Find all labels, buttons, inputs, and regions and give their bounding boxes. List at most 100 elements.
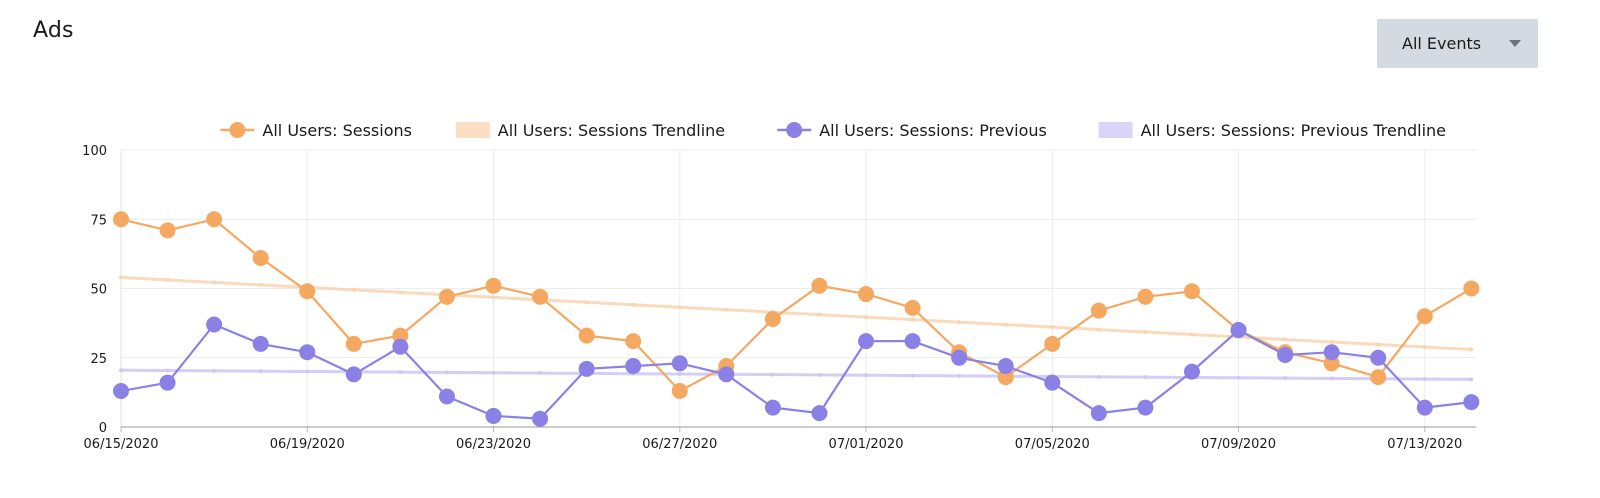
trendline-point <box>957 373 962 378</box>
sessions-point[interactable] <box>764 310 781 327</box>
sessions-point[interactable] <box>392 327 409 344</box>
trendline-point <box>258 282 263 287</box>
previous-sessions-point[interactable] <box>392 338 409 355</box>
trendline-point <box>1422 344 1427 349</box>
previous-sessions-point[interactable] <box>671 355 688 372</box>
sessions-point[interactable] <box>252 250 269 267</box>
previous-sessions-point[interactable] <box>1044 374 1061 391</box>
x-tick-label: 07/09/2020 <box>1201 437 1276 452</box>
sessions-point[interactable] <box>299 283 316 300</box>
previous-sessions-point[interactable] <box>206 316 223 333</box>
previous-sessions-point[interactable] <box>625 358 642 375</box>
sessions-point[interactable] <box>858 286 875 303</box>
trendline-point <box>910 317 915 322</box>
previous-sessions-point[interactable] <box>113 382 129 399</box>
trendline-point <box>165 277 170 282</box>
chevron-down-icon[interactable] <box>1509 40 1521 47</box>
legend-band-symbol <box>455 122 490 138</box>
trendline-point <box>817 372 822 377</box>
legend-marker <box>786 122 803 138</box>
event-filter-dropdown[interactable]: All Events <box>1377 19 1538 68</box>
previous-sessions-point[interactable] <box>532 410 549 427</box>
sessions-point[interactable] <box>345 335 362 352</box>
previous-sessions-point[interactable] <box>1323 344 1340 361</box>
sessions-point[interactable] <box>1137 288 1154 305</box>
y-tick-label: 75 <box>90 213 107 228</box>
legend-label[interactable]: All Users: Sessions <box>262 121 412 140</box>
previous-sessions-point[interactable] <box>951 349 968 366</box>
sessions-point[interactable] <box>625 333 642 350</box>
trendline-point <box>677 371 682 376</box>
x-tick-label: 06/19/2020 <box>270 437 345 452</box>
trendline-point <box>1469 377 1474 382</box>
previous-sessions-point[interactable] <box>1183 363 1200 380</box>
trendline-point <box>1376 342 1381 347</box>
legend-label[interactable]: All Users: Sessions: Previous <box>819 121 1047 140</box>
previous-sessions-point[interactable] <box>578 360 595 377</box>
previous-sessions-point[interactable] <box>997 358 1014 375</box>
previous-sessions-point[interactable] <box>345 366 362 383</box>
sessions-point[interactable] <box>997 369 1014 386</box>
sessions-point[interactable] <box>1090 302 1107 319</box>
event-filter-label: All Events <box>1402 34 1482 53</box>
previous-sessions-point[interactable] <box>485 407 502 424</box>
legend-label[interactable]: All Users: Sessions Trendline <box>498 121 725 140</box>
legend-label[interactable]: All Users: Sessions: Previous Trendline <box>1141 121 1446 140</box>
previous-sessions-point[interactable] <box>718 366 735 383</box>
trendline-point <box>677 305 682 310</box>
sessions-point[interactable] <box>1416 308 1433 325</box>
sessions-point[interactable] <box>811 277 828 294</box>
trendline-point <box>212 280 217 285</box>
trendline-point <box>119 368 123 373</box>
previous-sessions-point[interactable] <box>1416 399 1433 416</box>
trendline-point <box>1329 376 1334 381</box>
trendline-point <box>1143 330 1148 335</box>
previous-sessions-point[interactable] <box>1370 349 1387 366</box>
sessions-line <box>120 218 1472 393</box>
trendline <box>119 275 1473 351</box>
sessions-point[interactable] <box>1044 335 1061 352</box>
previous-sessions-point[interactable] <box>1137 399 1154 416</box>
previous-sessions-point[interactable] <box>1277 346 1294 363</box>
trendline-point <box>538 371 543 376</box>
previous-sessions-point[interactable] <box>904 333 921 350</box>
sessions-point[interactable] <box>904 299 921 316</box>
sessions-point[interactable] <box>578 327 595 344</box>
previous-sessions-point[interactable] <box>159 374 176 391</box>
x-tick-label: 07/13/2020 <box>1387 437 1462 452</box>
trendline-point <box>351 287 356 292</box>
trendline-point <box>1283 337 1288 342</box>
previous-sessions-point[interactable] <box>252 335 269 352</box>
trendline-point <box>212 368 217 373</box>
previous-sessions-point[interactable] <box>764 399 781 416</box>
previous-sessions-point[interactable] <box>1090 405 1107 422</box>
trendline-point <box>864 373 869 378</box>
page-title: Ads <box>33 18 74 43</box>
trendline-point <box>398 290 403 295</box>
previous-sessions-point[interactable] <box>438 388 455 405</box>
sessions-point[interactable] <box>159 222 176 239</box>
trendline-point <box>631 302 636 307</box>
sessions-point[interactable] <box>1323 355 1340 372</box>
trendline-point <box>1143 375 1148 380</box>
previous-sessions-point[interactable] <box>299 344 316 361</box>
trendline <box>119 368 1473 381</box>
previous-sessions-point[interactable] <box>1230 322 1247 339</box>
x-tick-label: 06/27/2020 <box>642 437 717 452</box>
sessions-point[interactable] <box>532 288 549 305</box>
sessions-point[interactable] <box>1183 283 1200 300</box>
previous-sessions-point[interactable] <box>858 333 875 350</box>
sessions-point[interactable] <box>206 211 223 228</box>
trendline-point <box>491 295 496 300</box>
sessions-point[interactable] <box>671 382 688 399</box>
previous-sessions-point[interactable] <box>811 405 828 422</box>
x-tick-label: 07/05/2020 <box>1015 437 1090 452</box>
trendline-point <box>165 368 170 373</box>
trendline-point <box>119 275 123 280</box>
sessions-point[interactable] <box>1370 369 1387 386</box>
previous-sessions-point[interactable] <box>1463 394 1480 411</box>
sessions-point[interactable] <box>438 288 455 305</box>
sessions-point[interactable] <box>1463 280 1480 297</box>
sessions-point[interactable] <box>113 211 129 228</box>
sessions-point[interactable] <box>485 277 502 294</box>
